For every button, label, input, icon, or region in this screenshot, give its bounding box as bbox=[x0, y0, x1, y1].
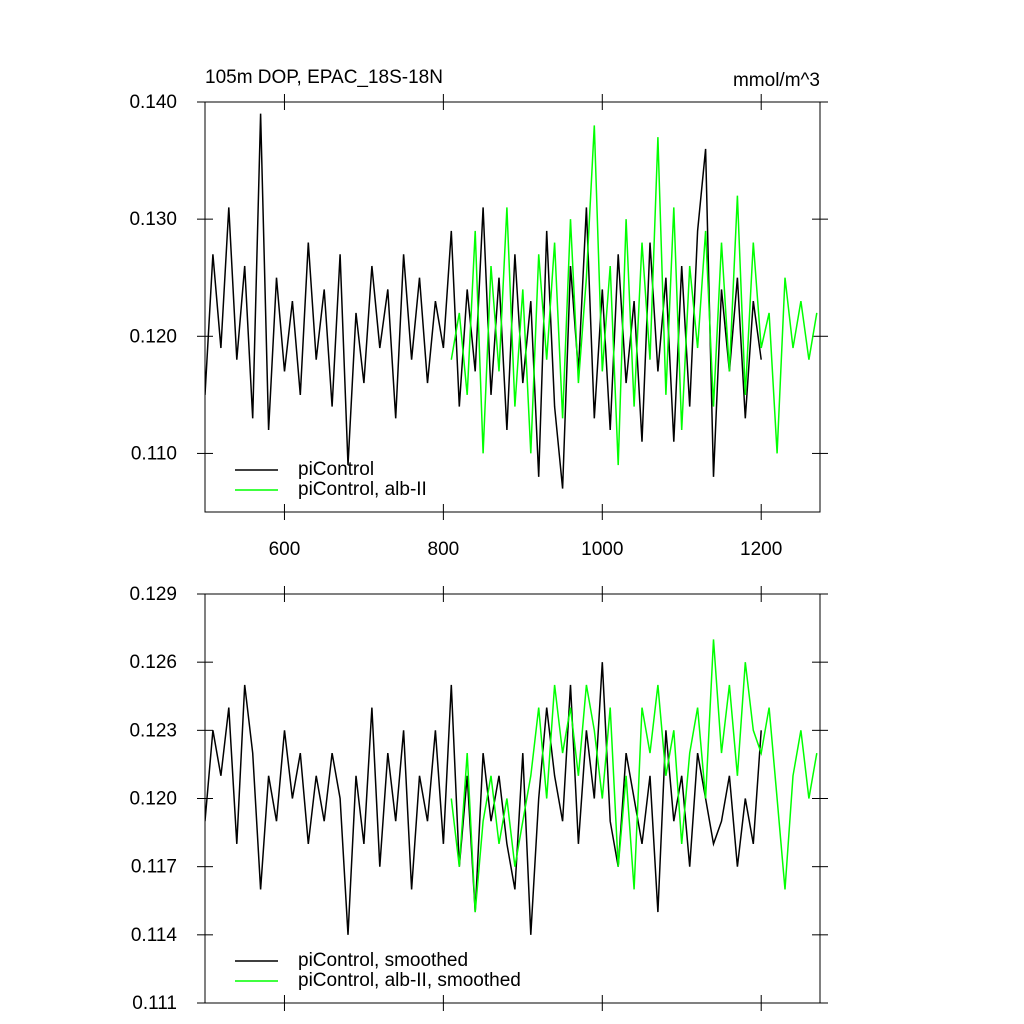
y-tick-label: 0.117 bbox=[131, 857, 177, 878]
x-tick-label: 800 bbox=[428, 539, 460, 560]
x-tick-label: 1000 bbox=[581, 539, 623, 560]
y-tick-label: 0.130 bbox=[129, 209, 177, 230]
y-tick-label: 0.111 bbox=[132, 993, 177, 1014]
legend-label: piControl bbox=[298, 459, 374, 480]
x-tick-label: 1200 bbox=[740, 539, 782, 560]
legend-label: piControl, alb-II bbox=[298, 479, 427, 500]
legend-label: piControl, smoothed bbox=[298, 950, 468, 971]
y-tick-label: 0.114 bbox=[131, 925, 178, 946]
y-tick-label: 0.123 bbox=[129, 720, 177, 741]
y-tick-label: 0.129 bbox=[129, 584, 177, 605]
series-line bbox=[205, 662, 762, 935]
legend-label: piControl, alb-II, smoothed bbox=[298, 970, 521, 991]
plot-frame bbox=[204, 593, 821, 1004]
y-tick-label: 0.126 bbox=[129, 652, 177, 673]
x-tick-label: 600 bbox=[269, 539, 301, 560]
chart-title: 105m DOP, EPAC_18S-18N bbox=[205, 67, 443, 88]
y-tick-label: 0.110 bbox=[131, 443, 177, 464]
plot-frame bbox=[204, 101, 821, 513]
y-tick-label: 0.120 bbox=[129, 789, 177, 810]
units-label: mmol/m^3 bbox=[733, 70, 820, 91]
y-tick-label: 0.120 bbox=[129, 326, 177, 347]
series-line bbox=[450, 639, 818, 913]
y-tick-label: 0.140 bbox=[129, 92, 177, 113]
series-line bbox=[450, 125, 818, 466]
